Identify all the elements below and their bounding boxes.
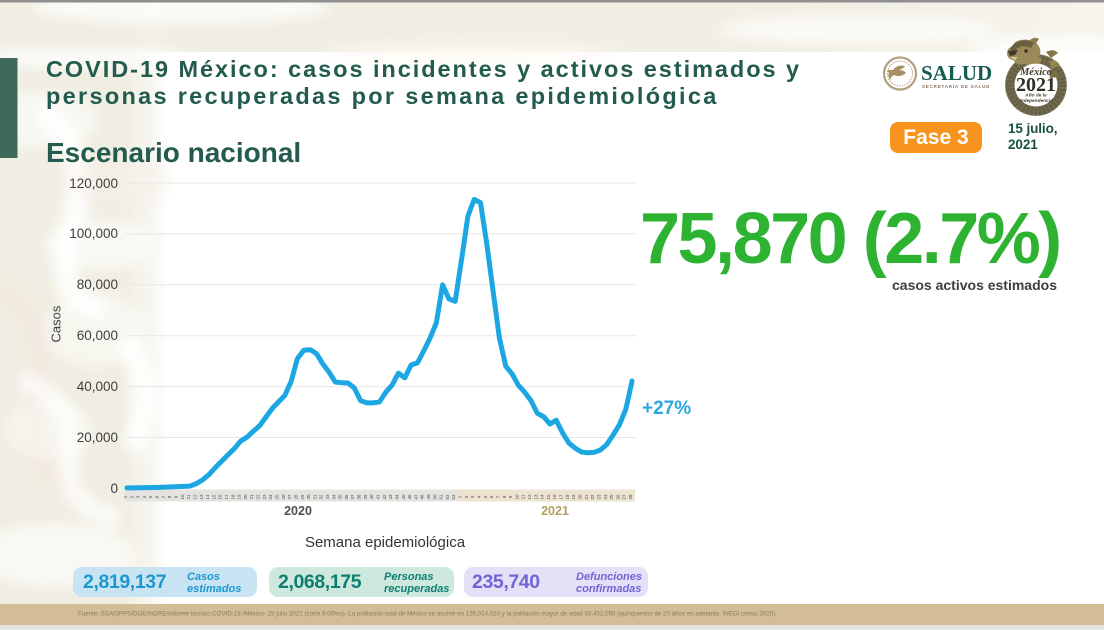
svg-text:52: 52: [445, 494, 450, 500]
svg-text:12: 12: [527, 494, 532, 500]
svg-text:10: 10: [514, 494, 519, 500]
svg-text:4: 4: [477, 495, 482, 498]
svg-text:6: 6: [489, 495, 494, 498]
svg-text:2: 2: [129, 495, 134, 498]
svg-text:13: 13: [533, 494, 538, 500]
svg-text:11: 11: [186, 494, 191, 499]
svg-text:30: 30: [306, 494, 311, 500]
svg-text:16: 16: [218, 494, 223, 500]
svg-text:35: 35: [338, 494, 343, 500]
svg-text:46: 46: [407, 494, 412, 500]
svg-text:3: 3: [470, 495, 475, 498]
svg-text:40: 40: [369, 494, 374, 500]
svg-text:25: 25: [609, 494, 614, 500]
svg-text:5: 5: [483, 495, 488, 498]
svg-text:23: 23: [596, 494, 601, 500]
svg-text:1: 1: [458, 495, 463, 498]
svg-text:12: 12: [192, 494, 197, 500]
svg-text:22: 22: [590, 494, 595, 500]
svg-text:19: 19: [237, 494, 242, 500]
svg-text:31: 31: [312, 494, 317, 500]
svg-text:24: 24: [603, 494, 608, 500]
svg-text:17: 17: [224, 494, 229, 500]
svg-text:29: 29: [300, 494, 305, 500]
svg-text:19: 19: [571, 494, 576, 500]
svg-text:45: 45: [401, 494, 406, 500]
svg-text:13: 13: [199, 494, 204, 500]
svg-text:23: 23: [262, 494, 267, 500]
svg-text:8: 8: [167, 495, 172, 498]
svg-text:11: 11: [521, 494, 526, 499]
svg-text:15: 15: [211, 494, 216, 500]
svg-text:9: 9: [508, 495, 513, 498]
svg-text:21: 21: [584, 494, 589, 500]
svg-text:6: 6: [155, 495, 160, 498]
svg-text:28: 28: [293, 494, 298, 500]
svg-text:43: 43: [388, 494, 393, 500]
svg-text:7: 7: [161, 495, 166, 498]
svg-text:1: 1: [123, 495, 128, 498]
svg-text:39: 39: [363, 494, 368, 500]
svg-text:15: 15: [546, 494, 551, 500]
svg-text:48: 48: [420, 494, 425, 500]
svg-text:18: 18: [230, 494, 235, 500]
svg-text:16: 16: [552, 494, 557, 500]
svg-text:49: 49: [426, 494, 431, 500]
svg-text:37: 37: [350, 494, 355, 500]
svg-text:41: 41: [376, 494, 381, 500]
svg-text:53: 53: [451, 494, 456, 500]
svg-text:5: 5: [148, 495, 153, 498]
svg-text:26: 26: [615, 494, 620, 500]
svg-text:22: 22: [256, 494, 261, 500]
svg-text:21: 21: [249, 494, 254, 500]
svg-text:3: 3: [136, 495, 141, 498]
svg-text:24: 24: [268, 494, 273, 500]
svg-text:38: 38: [357, 494, 362, 500]
svg-text:20: 20: [578, 494, 583, 500]
svg-text:27: 27: [622, 494, 627, 500]
svg-text:26: 26: [281, 494, 286, 500]
svg-text:51: 51: [439, 494, 444, 500]
svg-text:17: 17: [559, 494, 564, 500]
svg-text:14: 14: [205, 494, 210, 500]
svg-text:20: 20: [243, 494, 248, 500]
svg-text:9: 9: [174, 495, 179, 498]
svg-text:34: 34: [331, 494, 336, 500]
svg-text:32: 32: [319, 494, 324, 500]
svg-text:27: 27: [287, 494, 292, 500]
svg-text:50: 50: [432, 494, 437, 500]
svg-text:4: 4: [142, 495, 147, 498]
svg-text:7: 7: [495, 495, 500, 498]
svg-text:28: 28: [628, 494, 633, 500]
svg-text:10: 10: [180, 494, 185, 500]
svg-text:8: 8: [502, 495, 507, 498]
svg-text:14: 14: [540, 494, 545, 500]
svg-text:2: 2: [464, 495, 469, 498]
svg-text:44: 44: [394, 494, 399, 500]
svg-text:18: 18: [565, 494, 570, 500]
svg-text:25: 25: [275, 494, 280, 500]
svg-text:42: 42: [382, 494, 387, 500]
svg-text:36: 36: [344, 494, 349, 500]
svg-text:33: 33: [325, 494, 330, 500]
svg-text:47: 47: [413, 494, 418, 500]
